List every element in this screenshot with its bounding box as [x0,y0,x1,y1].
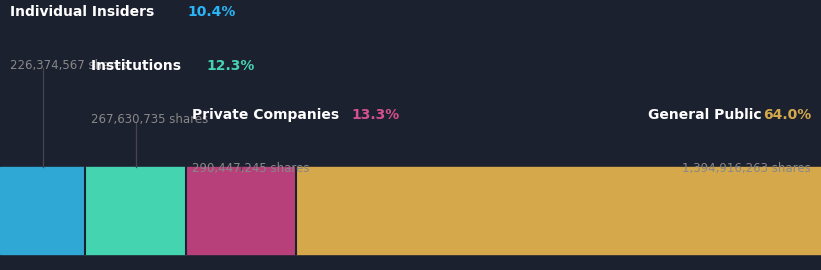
Text: Private Companies: Private Companies [192,108,344,122]
Text: 226,374,567 shares: 226,374,567 shares [10,59,127,72]
Bar [85,167,186,254]
Bar [0,167,85,254]
Text: 290,447,245 shares: 290,447,245 shares [192,162,310,175]
Text: General Public: General Public [649,108,767,122]
Text: Individual Insiders: Individual Insiders [10,5,159,19]
Bar [186,167,296,254]
Text: 64.0%: 64.0% [763,108,811,122]
Text: 12.3%: 12.3% [206,59,255,73]
Text: 10.4%: 10.4% [187,5,236,19]
Text: 1,394,916,263 shares: 1,394,916,263 shares [682,162,811,175]
Text: 13.3%: 13.3% [351,108,400,122]
Text: 267,630,735 shares: 267,630,735 shares [91,113,209,126]
Bar [296,167,821,254]
Text: Institutions: Institutions [91,59,186,73]
